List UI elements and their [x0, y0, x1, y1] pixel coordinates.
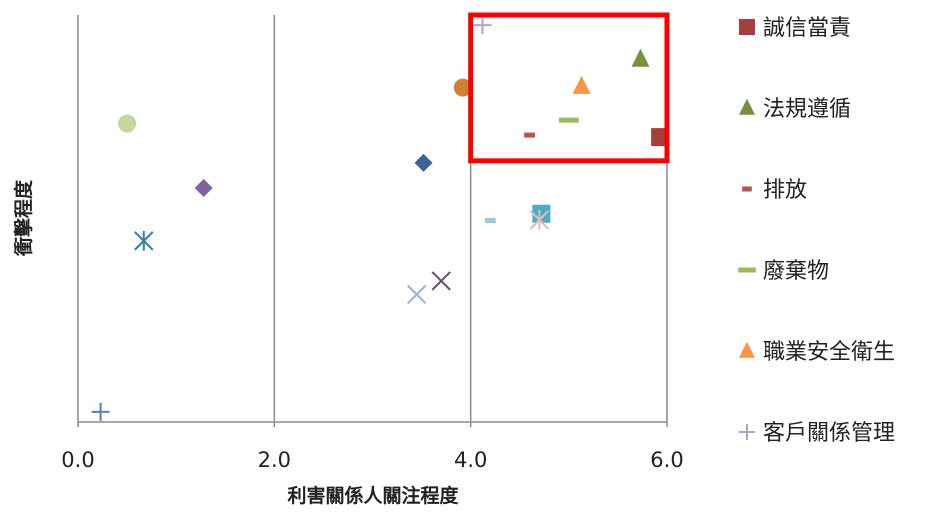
data-point	[473, 16, 492, 35]
legend-entry: 誠信當責	[739, 16, 851, 41]
marker-cross	[431, 271, 451, 291]
legend-label: 法規遵循	[763, 97, 851, 122]
x-tick-label: 0.0	[61, 448, 94, 472]
highlight-box	[468, 12, 670, 164]
marker-dash	[524, 132, 535, 138]
x-tick-label: 2.0	[258, 448, 291, 472]
data-point	[529, 209, 550, 230]
grid-lines	[77, 15, 668, 427]
data-point	[414, 153, 433, 172]
marker-asterisk	[529, 209, 550, 230]
marker-plus	[91, 402, 110, 421]
data-point	[524, 132, 535, 138]
data-point	[406, 284, 427, 305]
legend-entry: 排放	[742, 178, 807, 203]
marker-circle	[453, 78, 472, 97]
marker-dash-wide	[738, 267, 756, 273]
data-point	[558, 117, 579, 123]
data-point	[91, 402, 110, 421]
marker-diamond	[194, 178, 213, 197]
legend-entry: 法規遵循	[739, 97, 851, 122]
marker-square	[532, 204, 551, 223]
marker-plus	[473, 16, 492, 35]
data-point	[194, 178, 213, 197]
data-point	[453, 78, 472, 97]
x-axis-title: 利害關係人關注程度	[287, 484, 459, 507]
data-point	[532, 204, 551, 223]
marker-dash-wide	[558, 117, 579, 123]
marker-dash	[742, 186, 752, 192]
data-point	[134, 230, 154, 251]
data-point	[431, 271, 451, 291]
marker-cross	[406, 284, 427, 305]
marker-asterisk	[134, 230, 154, 251]
marker-triangle	[739, 98, 755, 115]
marker-diamond	[414, 153, 433, 172]
data-point	[484, 218, 496, 224]
data-point	[631, 48, 650, 67]
legend-label: 排放	[763, 178, 807, 203]
data-point	[118, 114, 137, 133]
legend-entry: 職業安全衛生	[739, 340, 895, 365]
x-tick-labels: 0.0 2.0 4.0 6.0	[61, 448, 683, 472]
marker-dash	[484, 218, 496, 224]
marker-triangle	[739, 341, 755, 358]
legend-entry: 廢棄物	[738, 259, 829, 284]
marker-triangle	[631, 48, 650, 67]
legend-label: 職業安全衛生	[763, 340, 895, 365]
marker-circle	[118, 114, 137, 133]
data-point	[572, 75, 591, 94]
y-axis-title: 衝擊程度	[12, 179, 35, 257]
marker-plus	[739, 424, 755, 440]
legend-label: 誠信當責	[763, 16, 851, 41]
legend-label: 客戶關係管理	[763, 421, 895, 446]
marker-triangle	[572, 75, 591, 94]
x-tick-label: 6.0	[650, 448, 683, 472]
x-tick-label: 4.0	[454, 448, 487, 472]
legend-label: 廢棄物	[763, 259, 829, 284]
data-points	[91, 16, 670, 421]
axes	[77, 15, 667, 423]
legend-entry: 客戶關係管理	[739, 421, 895, 446]
marker-square	[739, 19, 755, 35]
